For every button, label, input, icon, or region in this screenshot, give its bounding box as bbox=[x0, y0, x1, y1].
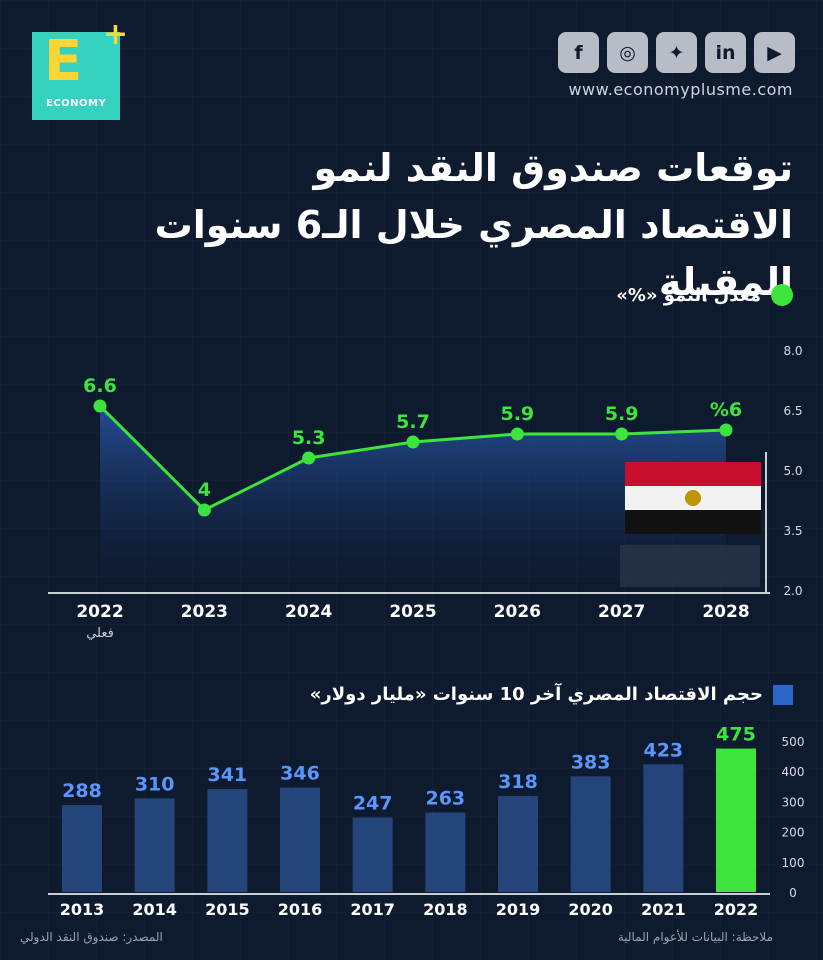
y-tick-label: 6.5 bbox=[783, 404, 802, 418]
site-url[interactable]: www.economyplusme.com bbox=[568, 80, 793, 99]
y-tick-label: 400 bbox=[782, 765, 805, 779]
x-tick-label: 2016 bbox=[278, 900, 323, 919]
growth-data-label: 4 bbox=[198, 479, 211, 501]
growth-area-fill bbox=[100, 406, 726, 590]
growth-data-label: 5.7 bbox=[396, 411, 430, 433]
y-tick-label: 8.0 bbox=[783, 344, 802, 358]
x-tick-label: 2015 bbox=[205, 900, 250, 919]
flag-black-stripe bbox=[625, 510, 761, 534]
x-tick-label: 2019 bbox=[496, 900, 541, 919]
gdp-bar bbox=[425, 812, 466, 892]
growth-data-label: 5.3 bbox=[292, 427, 326, 449]
gdp-legend-label: حجم الاقتصاد المصري آخر 10 سنوات «مليار … bbox=[309, 684, 763, 705]
flag-red-stripe bbox=[625, 462, 761, 486]
x-tick-label: 2021 bbox=[641, 900, 686, 919]
gdp-data-label: 318 bbox=[498, 771, 538, 793]
gdp-data-label: 346 bbox=[280, 763, 320, 785]
growth-point bbox=[93, 399, 107, 413]
gdp-bar bbox=[498, 795, 538, 892]
y-tick-label: 5.0 bbox=[783, 464, 802, 478]
economy-plus-logo: E + ECONOMY bbox=[32, 20, 128, 122]
building-silhouette bbox=[620, 545, 760, 587]
youtube-icon[interactable]: ▶ bbox=[754, 32, 795, 73]
growth-point bbox=[197, 503, 211, 517]
growth-data-label: %6 bbox=[710, 399, 742, 421]
gdp-data-label: 383 bbox=[571, 751, 611, 773]
y-tick-label: 200 bbox=[782, 826, 805, 840]
x-tick-label: 2025 bbox=[389, 602, 436, 622]
flag-eagle-emblem bbox=[685, 490, 701, 506]
gdp-legend: حجم الاقتصاد المصري آخر 10 سنوات «مليار … bbox=[310, 684, 793, 705]
x-tick-label: 2020 bbox=[568, 900, 613, 919]
gdp-bar bbox=[207, 789, 248, 892]
gdp-bar bbox=[134, 798, 175, 892]
page-title: توقعات صندوق النقد لنمو الاقتصاد المصري … bbox=[154, 146, 793, 304]
x-tick-label: 2028 bbox=[702, 602, 749, 622]
y-tick-label: 300 bbox=[782, 795, 805, 809]
growth-point bbox=[510, 427, 524, 441]
x-tick-label: 2024 bbox=[285, 602, 332, 622]
growth-point bbox=[406, 435, 420, 449]
y-tick-label: 500 bbox=[782, 735, 805, 749]
y-tick-label: 100 bbox=[782, 856, 805, 870]
gdp-data-label: 423 bbox=[643, 739, 683, 761]
gdp-bar bbox=[62, 805, 102, 892]
x-tick-label: 2014 bbox=[132, 900, 177, 919]
gdp-bar bbox=[716, 748, 756, 892]
x-tick-label: 2013 bbox=[60, 900, 105, 919]
gdp-data-label: 247 bbox=[353, 792, 393, 814]
gdp-bar bbox=[643, 764, 684, 892]
growth-legend-dot bbox=[771, 284, 793, 306]
growth-point bbox=[302, 451, 316, 465]
growth-point bbox=[615, 427, 629, 441]
social-links: f ◎ ✦ in ▶ bbox=[558, 32, 795, 73]
twitter-icon[interactable]: ✦ bbox=[656, 32, 697, 73]
gdp-data-label: 475 bbox=[716, 724, 756, 746]
gdp-data-label: 263 bbox=[425, 788, 465, 810]
x-tick-label: 2018 bbox=[423, 900, 468, 919]
gdp-bar bbox=[570, 776, 611, 892]
gdp-bar bbox=[352, 817, 393, 892]
growth-legend: معدل النمو «%» bbox=[616, 284, 793, 306]
growth-legend-label: معدل النمو «%» bbox=[616, 284, 761, 306]
gdp-data-label: 288 bbox=[62, 780, 102, 802]
growth-data-label: 5.9 bbox=[500, 403, 534, 425]
x-tick-label: 2022 bbox=[76, 602, 123, 622]
instagram-icon[interactable]: ◎ bbox=[607, 32, 648, 73]
facebook-icon[interactable]: f bbox=[558, 32, 599, 73]
gdp-data-label: 341 bbox=[207, 764, 247, 786]
source-text: المصدر: صندوق النقد الدولي bbox=[20, 930, 163, 944]
x-tick-label: 2017 bbox=[350, 900, 395, 919]
x-tick-label: 2027 bbox=[598, 602, 645, 622]
x-tick-label: 2026 bbox=[494, 602, 541, 622]
x-tick-label: 2023 bbox=[181, 602, 228, 622]
x-tick-sublabel: فعلي bbox=[86, 626, 114, 641]
gdp-legend-square bbox=[773, 684, 793, 705]
y-tick-label: 3.5 bbox=[783, 524, 802, 538]
growth-point bbox=[719, 423, 733, 437]
y-tick-label: 2.0 bbox=[783, 584, 802, 598]
y-tick-label: 0 bbox=[789, 886, 797, 900]
gdp-data-label: 310 bbox=[135, 773, 175, 795]
note-text: ملاحظة: البيانات للأعوام المالية bbox=[617, 930, 773, 944]
growth-data-label: 6.6 bbox=[83, 375, 117, 397]
growth-data-label: 5.9 bbox=[605, 403, 639, 425]
x-tick-label: 2022 bbox=[714, 900, 759, 919]
linkedin-icon[interactable]: in bbox=[705, 32, 746, 73]
gdp-bar bbox=[280, 787, 320, 892]
